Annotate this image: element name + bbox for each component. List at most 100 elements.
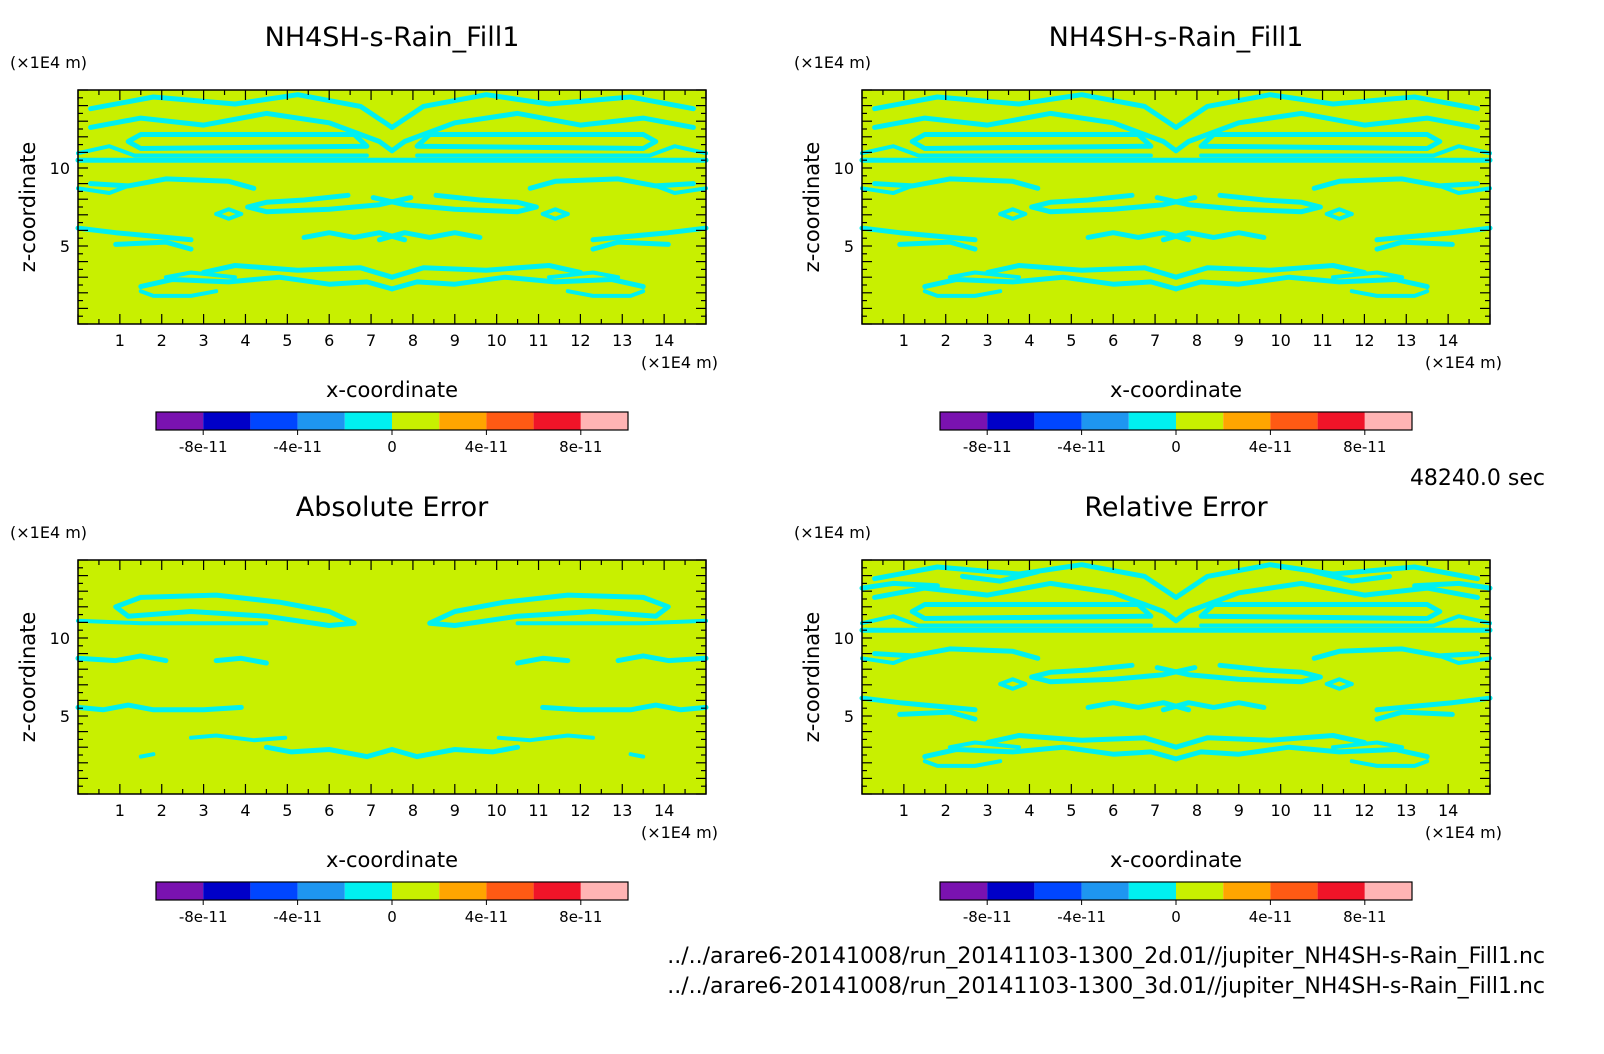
contour-line xyxy=(1198,602,1443,621)
contour-line xyxy=(496,733,595,743)
contour-line xyxy=(1324,207,1354,221)
x-axis-label: x-coordinate xyxy=(1110,378,1242,402)
x-tick-label: 11 xyxy=(528,331,548,350)
contour-line xyxy=(76,144,369,158)
contour-line xyxy=(1029,192,1198,215)
contour-line xyxy=(860,614,1153,628)
contour-line xyxy=(75,702,244,713)
x-tick-label: 10 xyxy=(486,801,506,820)
colorbar-swatch xyxy=(1128,412,1176,430)
contour-line xyxy=(76,618,269,626)
x-tick-label: 8 xyxy=(1192,331,1202,350)
x-tick-label: 12 xyxy=(570,801,590,820)
contour-line xyxy=(1173,110,1480,154)
y-tick-label: 5 xyxy=(60,707,70,726)
contour-line xyxy=(859,225,978,243)
contour-line xyxy=(389,744,521,760)
colorbar-tick-label: -8e-11 xyxy=(179,438,228,456)
contour-line xyxy=(1154,662,1323,685)
contour-line xyxy=(125,132,370,151)
x-axis-label: x-coordinate xyxy=(326,848,458,872)
contour-line xyxy=(163,270,237,280)
contour-line xyxy=(1311,646,1480,661)
x-tick-label: 9 xyxy=(1234,331,1244,350)
x-tick-label: 14 xyxy=(1438,331,1458,350)
x-tick-label: 5 xyxy=(1066,801,1076,820)
colorbar-swatch xyxy=(1081,882,1129,900)
contour-line xyxy=(427,592,671,628)
x-tick-label: 4 xyxy=(1024,801,1034,820)
contour-line xyxy=(998,677,1028,691)
x-tick-label: 5 xyxy=(1066,331,1076,350)
contour-line xyxy=(515,618,708,626)
y-axis-label: z-coordinate xyxy=(16,612,40,743)
x-tick-label: 1 xyxy=(899,801,909,820)
x-tick-label: 13 xyxy=(1396,331,1416,350)
contour-line xyxy=(947,270,1021,280)
contour-line xyxy=(389,274,646,292)
contour-line xyxy=(1173,733,1367,750)
x-tick-label: 9 xyxy=(450,331,460,350)
contour-line xyxy=(860,144,1153,158)
contour-line xyxy=(1324,677,1354,691)
contour-line xyxy=(76,183,131,195)
colorbar-swatch xyxy=(1317,882,1365,900)
colorbar-swatch xyxy=(439,882,487,900)
x-tick-label: 13 xyxy=(612,331,632,350)
colorbar-tick-label: -8e-11 xyxy=(963,438,1012,456)
contour-line xyxy=(1311,176,1480,191)
y-tick-label: 10 xyxy=(50,159,70,178)
x-tick-label: 1 xyxy=(115,331,125,350)
x-axis-label: x-coordinate xyxy=(1110,848,1242,872)
file-path-2d: ../../arare6-20141008/run_20141103-1300_… xyxy=(667,944,1545,969)
x-tick-label: 3 xyxy=(983,801,993,820)
colorbar-tick-label: 4e-11 xyxy=(1249,438,1292,456)
colorbar-tick-label: 4e-11 xyxy=(1249,908,1292,926)
x-tick-label: 3 xyxy=(199,801,209,820)
colorbar-tick-label: 8e-11 xyxy=(559,438,602,456)
colorbar-swatch xyxy=(1128,882,1176,900)
y-tick-label: 5 xyxy=(60,237,70,256)
contour-line xyxy=(1374,695,1493,713)
contour-line xyxy=(138,752,156,759)
contour-line xyxy=(527,176,696,191)
contour-line xyxy=(1199,144,1492,158)
contour-line xyxy=(897,239,978,252)
x-tick-label: 5 xyxy=(282,331,292,350)
contour-line xyxy=(75,653,169,664)
contour-line xyxy=(590,225,709,243)
y-unit-label: (×1E4 m) xyxy=(794,523,871,542)
colorbar-tick-label: 0 xyxy=(387,438,397,456)
colorbar-swatch xyxy=(203,882,251,900)
contour-line xyxy=(1374,709,1455,722)
y-axis-label: z-coordinate xyxy=(800,142,824,273)
colorbar-swatch xyxy=(1317,412,1365,430)
contour-line xyxy=(1173,744,1430,762)
contour-line xyxy=(201,263,395,280)
contour-line xyxy=(515,655,571,666)
contour-line xyxy=(1331,740,1405,750)
x-tick-label: 6 xyxy=(1108,331,1118,350)
contour-line xyxy=(1173,263,1367,280)
x-tick-label: 3 xyxy=(199,331,209,350)
colorbar-swatch xyxy=(1270,882,1318,900)
x-tick-label: 14 xyxy=(1438,801,1458,820)
x-tick-label: 2 xyxy=(157,331,167,350)
colorbar-swatch xyxy=(344,882,392,900)
contour-line xyxy=(88,92,395,130)
colorbar-tick-label: 0 xyxy=(1171,908,1181,926)
contour-line xyxy=(88,176,257,191)
contour-line xyxy=(540,702,709,713)
contour-line xyxy=(1412,580,1493,591)
colorbar-swatch xyxy=(533,882,581,900)
contour-line xyxy=(590,239,671,252)
colorbar-swatch xyxy=(580,412,628,430)
contour-line xyxy=(370,192,539,215)
x-tick-label: 4 xyxy=(240,801,250,820)
colorbar-swatch xyxy=(1270,412,1318,430)
x-tick-label: 4 xyxy=(1024,331,1034,350)
contour-line xyxy=(909,132,1154,151)
x-tick-label: 10 xyxy=(486,331,506,350)
contour-line xyxy=(214,207,244,221)
contour-line xyxy=(1198,132,1443,151)
